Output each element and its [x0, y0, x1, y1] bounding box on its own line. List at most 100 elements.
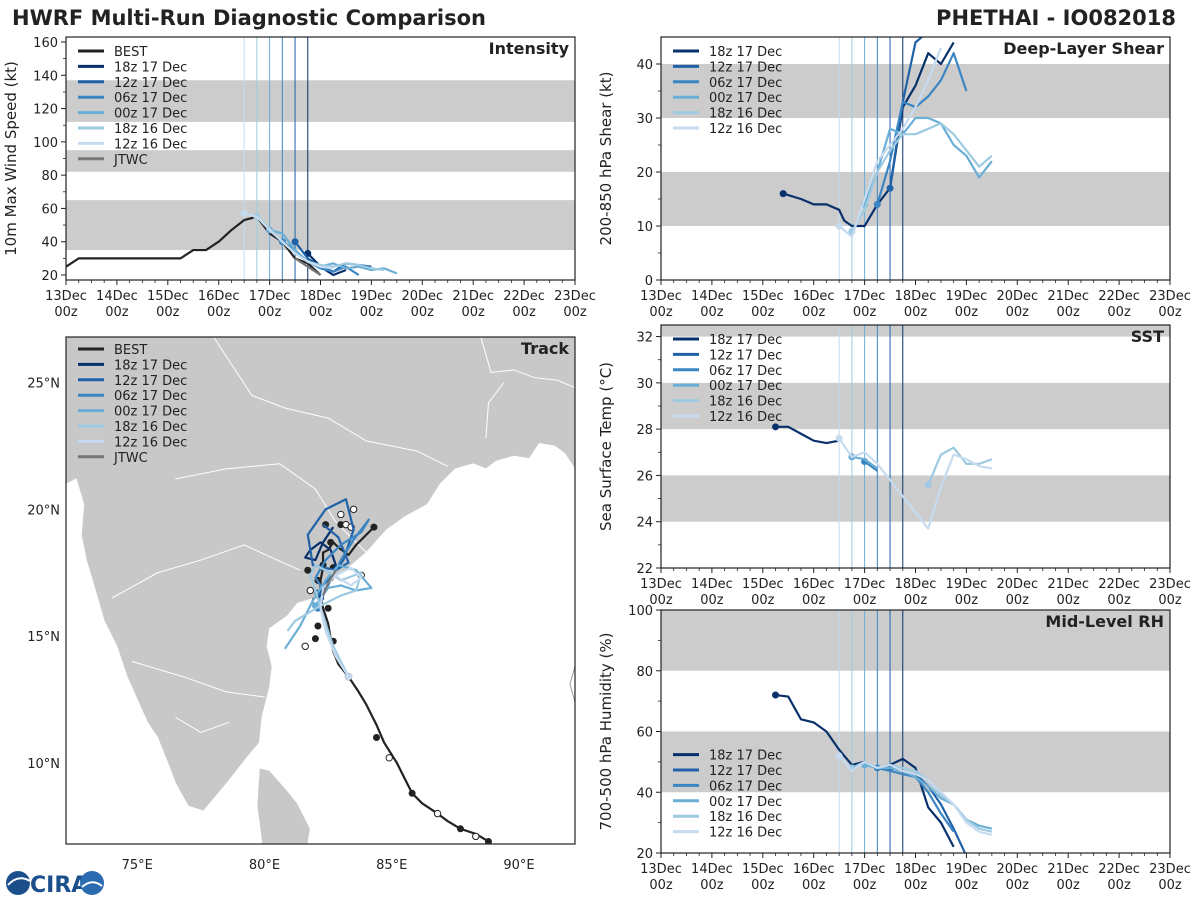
state-border — [213, 337, 448, 467]
x-tick-day: 13Dec — [45, 289, 87, 304]
series-start-marker — [779, 190, 787, 198]
state-border — [132, 661, 265, 698]
shear-plot-area — [661, 37, 1170, 280]
best-track-marker — [337, 521, 345, 529]
x-tick-day: 13Dec — [640, 577, 682, 592]
y-tick-label: 160 — [33, 36, 58, 51]
india-landmass — [66, 337, 575, 812]
series-start-marker — [835, 752, 843, 760]
best-track-marker — [304, 566, 312, 574]
y-tick-label: 100 — [628, 604, 653, 619]
track-line-12z-17-dec — [306, 498, 355, 594]
rh-title: Mid-Level RH — [1045, 612, 1164, 631]
series-line-12z-16-dec — [838, 47, 942, 238]
y-tick-label: 20 — [636, 166, 653, 181]
x-tick-day: 20Dec — [996, 577, 1038, 592]
y-tick-label: 40 — [41, 236, 58, 251]
x-tick-day: 22Dec — [1098, 862, 1140, 877]
x-tick-hour: 00z — [904, 305, 928, 320]
legend-label: 18z 16 Dec — [709, 107, 782, 122]
x-tick-day: 15Dec — [147, 289, 189, 304]
x-tick-hour: 00z — [1107, 305, 1131, 320]
x-tick-day: 21Dec — [1047, 289, 1089, 304]
track-panel: 75°E 80°E 85°E 90°E 10°N 15°N 20°N 25°N Track BES… — [27, 336, 576, 873]
x-tick-day: 22Dec — [503, 289, 545, 304]
best-track-open-marker — [385, 754, 393, 762]
x-tick-day: 23Dec — [554, 289, 596, 304]
shaded-band — [66, 200, 575, 251]
x-tick-hour: 00z — [1006, 878, 1030, 893]
x-tick-day: 22Dec — [1098, 289, 1140, 304]
x-tick-day: 15Dec — [742, 577, 784, 592]
legend-label: JTWC — [113, 153, 148, 168]
y-tick-label: 20 — [636, 847, 653, 862]
x-tick-day: 17Dec — [844, 577, 886, 592]
x-tick-day: 13Dec — [640, 289, 682, 304]
best-track-marker — [311, 635, 319, 643]
x-tick-hour: 00z — [1158, 305, 1182, 320]
x-tick-day: 17Dec — [844, 289, 886, 304]
y-tick-label: 60 — [41, 202, 58, 217]
shaded-band — [661, 172, 1170, 226]
x-tick-day: 23Dec — [1149, 289, 1191, 304]
x-tick-hour: 00z — [751, 878, 775, 893]
legend-label: 00z 17 Dec — [114, 107, 187, 122]
y-tick-label: 40 — [636, 58, 653, 73]
sst-panel: 22242628303213Dec00z14Dec00z15Dec00z16De… — [597, 324, 1191, 608]
x-tick-day: 20Dec — [996, 289, 1038, 304]
legend-label: 06z 17 Dec — [709, 364, 782, 379]
legend-label: 18z 17 Dec — [114, 358, 187, 373]
y-tick-label: 26 — [636, 469, 653, 484]
legend-label: JTWC — [113, 451, 148, 466]
x-tick-day: 21Dec — [1047, 862, 1089, 877]
storm-title: PHETHAI - IO082018 — [936, 6, 1176, 30]
x-tick-day: 16Dec — [793, 289, 835, 304]
legend-label: 06z 17 Dec — [709, 76, 782, 91]
y-tick-label: 20 — [41, 269, 58, 284]
x-tick-hour: 00z — [1057, 593, 1081, 608]
legend-label: 12z 17 Dec — [114, 374, 187, 389]
series-start-marker — [873, 200, 881, 208]
x-tick-day: 17Dec — [249, 289, 291, 304]
x-tick-day: 20Dec — [996, 862, 1038, 877]
legend-label: 18z 17 Dec — [709, 333, 782, 348]
y-tick-label: 22 — [636, 562, 653, 577]
best-track-open-marker — [472, 832, 480, 841]
legend-label: 12z 16 Dec — [709, 826, 782, 841]
legend-label: 06z 17 Dec — [114, 91, 187, 106]
x-tick-hour: 00z — [955, 305, 979, 320]
series-line-12z-16-dec — [838, 755, 993, 836]
x-tick-day: 18Dec — [300, 289, 342, 304]
shear-ylabel: 200-850 hPa Shear (kt) — [597, 72, 615, 246]
y-tick-label: 80 — [41, 169, 58, 184]
best-track-marker — [408, 789, 416, 797]
legend-label: 00z 17 Dec — [709, 795, 782, 810]
track-line-00z-17-dec — [283, 564, 373, 650]
x-tick-hour: 00z — [462, 305, 486, 320]
x-tick-hour: 00z — [207, 305, 231, 320]
x-tick-day: 19Dec — [946, 862, 988, 877]
shear-title: Deep-Layer Shear — [1003, 39, 1164, 58]
legend-label: 18z 16 Dec — [709, 395, 782, 410]
x-tick-day: 16Dec — [793, 577, 835, 592]
shaded-band — [661, 731, 1170, 793]
series-line-00z-17-dec — [851, 455, 878, 470]
x-tick-day: 19Dec — [946, 577, 988, 592]
state-border — [111, 544, 301, 599]
figure-title: HWRF Multi-Run Diagnostic Comparison — [12, 6, 486, 30]
series-start-marker — [291, 238, 299, 246]
x-tick-hour: 00z — [309, 305, 333, 320]
shaded-band — [661, 325, 1170, 337]
cira-logo-swoosh-icon — [7, 877, 31, 886]
x-tick-hour: 00z — [54, 305, 78, 320]
best-track-marker — [456, 825, 464, 833]
legend-label: BEST — [114, 343, 147, 358]
track-line-jtwc — [322, 569, 337, 596]
intensity-panel: 2040608010012014016013Dec00z14Dec00z15De… — [2, 36, 596, 320]
best-track-open-marker — [301, 642, 309, 650]
series-line-18z-16-dec — [850, 122, 993, 232]
series-line-jtwc — [294, 257, 322, 276]
